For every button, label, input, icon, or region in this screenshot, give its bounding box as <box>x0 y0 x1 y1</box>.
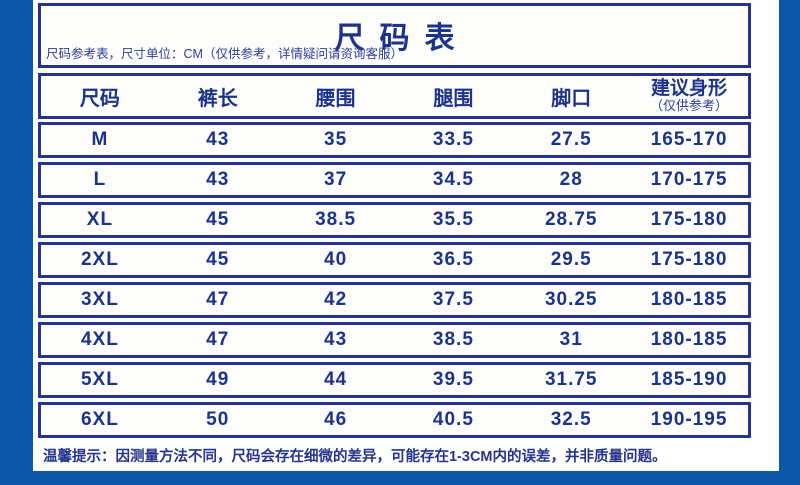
cell-leg-opening: 28.75 <box>544 209 598 230</box>
header-cell-thigh: 腿围 <box>433 87 474 110</box>
cell-suggested-height: 175-180 <box>650 209 728 230</box>
cell-waist: 46 <box>324 409 348 430</box>
page-title: 尺码表 <box>334 22 470 55</box>
cell-waist: 40 <box>324 249 348 270</box>
cell-pant-length: 43 <box>206 169 230 190</box>
cell-leg-opening: 29.5 <box>550 249 592 270</box>
table-row-6xl: 6XL 50 46 40.5 32.5 190-195 <box>38 402 751 438</box>
cell-waist: 44 <box>324 369 348 390</box>
header-suggested-height-label: 建议身形 <box>651 78 728 100</box>
cell-thigh: 39.5 <box>432 369 474 390</box>
cell-thigh: 36.5 <box>432 249 474 270</box>
cell-pant-length: 43 <box>206 129 230 150</box>
cell-leg-opening: 27.5 <box>550 129 592 150</box>
header-cell-suggested-height: 建议身形 （仅供参考） <box>630 79 748 113</box>
header-cell-leg-opening: 脚口 <box>551 87 592 110</box>
cell-pant-length: 47 <box>206 329 230 350</box>
table-row-4xl: 4XL 47 43 38.5 31 180-185 <box>38 322 751 358</box>
table-row-l: L 43 37 34.5 28 170-175 <box>38 162 751 198</box>
header-cell-pant-length: 裤长 <box>197 87 238 110</box>
cell-suggested-height: 170-175 <box>650 169 728 190</box>
cell-size: M <box>91 129 109 150</box>
cell-pant-length: 45 <box>206 209 230 230</box>
table-row-5xl: 5XL 49 44 39.5 31.75 185-190 <box>38 362 751 398</box>
cell-size: 2XL <box>80 249 119 270</box>
header-cell-waist: 腰围 <box>315 87 356 110</box>
cell-suggested-height: 180-185 <box>650 329 728 350</box>
cell-size: 6XL <box>80 409 119 430</box>
table-row-xl: XL 45 38.5 35.5 28.75 175-180 <box>38 202 751 238</box>
header-suggested-height-note: （仅供参考） <box>650 98 729 114</box>
cell-waist: 43 <box>324 329 348 350</box>
cell-suggested-height: 180-185 <box>650 289 728 310</box>
cell-leg-opening: 32.5 <box>550 409 592 430</box>
cell-size: 5XL <box>80 369 119 390</box>
header-cell-size: 尺码 <box>79 87 120 110</box>
cell-waist: 37 <box>324 169 348 190</box>
cell-suggested-height: 165-170 <box>650 129 728 150</box>
frame-bottom-bar <box>0 471 800 485</box>
cell-thigh: 40.5 <box>432 409 474 430</box>
cell-size: L <box>93 169 107 190</box>
cell-waist: 42 <box>324 289 348 310</box>
cell-pant-length: 45 <box>206 249 230 270</box>
cell-thigh: 37.5 <box>432 289 474 310</box>
size-table-body: M 43 35 33.5 27.5 165-170 L 43 37 34.5 2… <box>38 122 751 442</box>
cell-thigh: 35.5 <box>432 209 474 230</box>
size-chart-subtitle: 尺码参考表，尺寸单位：CM（仅供参考，详情疑问请资询客服） <box>46 47 403 61</box>
cell-thigh: 38.5 <box>432 329 474 350</box>
footer-note: 温馨提示：因测量方法不同，尺码会存在细微的差异，可能存在1-3CM内的误差，并非… <box>43 449 667 465</box>
cell-thigh: 34.5 <box>432 169 474 190</box>
cell-suggested-height: 190-195 <box>650 409 728 430</box>
table-row-m: M 43 35 33.5 27.5 165-170 <box>38 122 751 158</box>
cell-leg-opening: 30.25 <box>544 289 598 310</box>
cell-thigh: 33.5 <box>432 129 474 150</box>
frame-right-bar <box>779 0 800 485</box>
cell-waist: 35 <box>324 129 348 150</box>
title-box: 尺码表 尺码参考表，尺寸单位：CM（仅供参考，详情疑问请资询客服） <box>38 3 751 68</box>
cell-suggested-height: 175-180 <box>650 249 728 270</box>
cell-leg-opening: 31.75 <box>544 369 598 390</box>
cell-leg-opening: 28 <box>559 169 583 190</box>
cell-pant-length: 50 <box>206 409 230 430</box>
cell-waist: 38.5 <box>315 209 357 230</box>
cell-size: 3XL <box>80 289 119 310</box>
cell-leg-opening: 31 <box>559 329 583 350</box>
frame-left-bar <box>0 0 33 485</box>
table-row-3xl: 3XL 47 42 37.5 30.25 180-185 <box>38 282 751 318</box>
cell-size: XL <box>86 209 114 230</box>
cell-size: 4XL <box>80 329 119 350</box>
cell-pant-length: 47 <box>206 289 230 310</box>
table-row-2xl: 2XL 45 40 36.5 29.5 175-180 <box>38 242 751 278</box>
cell-suggested-height: 185-190 <box>650 369 728 390</box>
size-table-header-row: 尺码 裤长 腰围 腿围 脚口 建议身形 （仅供参考） <box>38 73 751 119</box>
cell-pant-length: 49 <box>206 369 230 390</box>
